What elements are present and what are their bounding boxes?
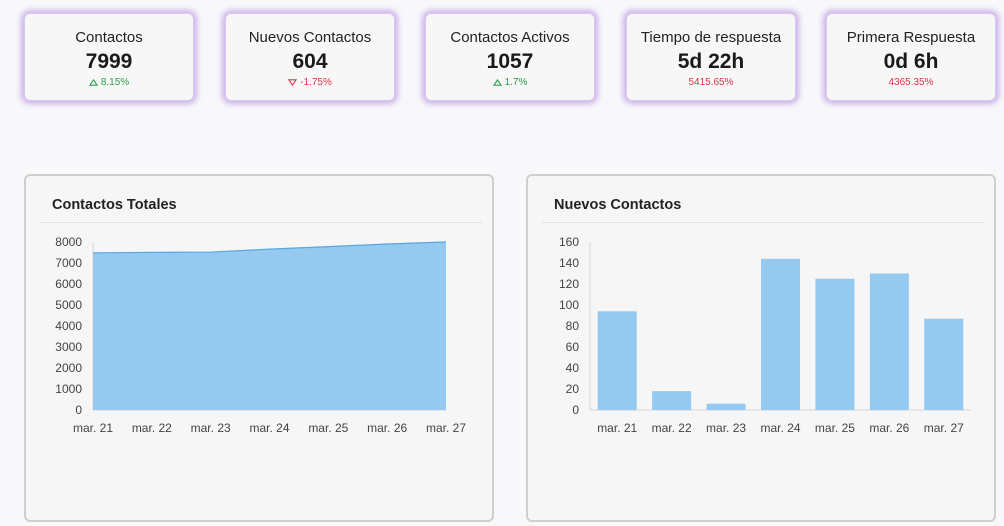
x-tick-label: mar. 25 — [815, 421, 855, 435]
kpi-value: 7999 — [85, 50, 133, 73]
y-tick-label: 5000 — [55, 298, 82, 312]
y-tick-label: 8000 — [55, 235, 82, 249]
total-contacts-panel: Contactos Totales 0 1000 2000 3000 4000 5000 6… — [24, 174, 494, 522]
kpi-card: Tiempo de respuesta 5d 22h 5415.65% — [626, 13, 796, 101]
panel-divider — [40, 222, 482, 223]
kpi-card: Primera Respuesta 0d 6h 4365.35% — [826, 13, 996, 101]
bar — [652, 391, 692, 410]
triangle-up-icon — [88, 78, 98, 86]
triangle-up-icon — [492, 78, 502, 86]
x-tick-label: mar. 25 — [308, 421, 348, 435]
x-tick-label: mar. 24 — [760, 421, 800, 435]
y-tick-label: 4000 — [55, 319, 82, 333]
kpi-change-value: -1.75% — [300, 77, 332, 88]
area-series — [93, 242, 446, 410]
kpi-card: Contactos Activos 1057 1.7% — [425, 13, 595, 101]
kpi-card: Contactos 7999 8.15% — [24, 13, 194, 101]
y-tick-label: 3000 — [55, 340, 82, 354]
y-tick-label: 20 — [566, 382, 580, 396]
kpi-title: Primera Respuesta — [846, 29, 976, 46]
x-tick-label: mar. 23 — [706, 421, 746, 435]
panel-divider — [542, 222, 984, 223]
x-tick-label: mar. 21 — [597, 421, 637, 435]
kpi-value: 604 — [292, 50, 328, 73]
y-tick-label: 100 — [559, 298, 579, 312]
kpi-change: 1.7% — [426, 77, 594, 88]
y-tick-label: 60 — [566, 340, 580, 354]
x-tick-label: mar. 27 — [924, 421, 964, 435]
x-tick-label: mar. 24 — [249, 421, 289, 435]
kpi-value: 0d 6h — [883, 50, 939, 73]
kpi-card: Nuevos Contactos 604 -1.75% — [225, 13, 395, 101]
kpi-change: 4365.35% — [827, 77, 995, 88]
kpi-change: 8.15% — [25, 77, 193, 88]
y-tick-label: 0 — [75, 403, 82, 417]
y-tick-label: 160 — [559, 235, 579, 249]
kpi-title: Contactos — [75, 29, 143, 46]
area-chart: 0 1000 2000 3000 4000 5000 6000 7000 8000 mar. 21… — [55, 235, 466, 435]
kpi-value: 1057 — [486, 50, 534, 73]
x-tick-label: mar. 27 — [426, 421, 466, 435]
x-tick-label: mar. 23 — [191, 421, 231, 435]
bar — [869, 273, 909, 410]
y-tick-label: 120 — [559, 277, 579, 291]
bar — [815, 278, 855, 410]
kpi-change-value: 4365.35% — [888, 77, 934, 88]
bar — [706, 403, 746, 410]
bar-chart: 0 20 40 60 80 100 120 140 160 mar. 21 mar. 22 mar. … — [559, 235, 971, 435]
y-tick-label: 140 — [559, 256, 579, 270]
kpi-change-value: 1.7% — [504, 77, 528, 88]
panel-title: Nuevos Contactos — [554, 197, 682, 213]
x-tick-label: mar. 26 — [869, 421, 909, 435]
kpi-change: -1.75% — [226, 77, 394, 88]
panel-title: Contactos Totales — [52, 197, 177, 213]
y-tick-label: 1000 — [55, 382, 82, 396]
x-tick-label: mar. 21 — [73, 421, 113, 435]
kpi-title: Nuevos Contactos — [248, 29, 372, 46]
kpi-change: 5415.65% — [627, 77, 795, 88]
x-tick-label: mar. 22 — [652, 421, 692, 435]
triangle-down-icon — [288, 79, 298, 87]
y-tick-label: 0 — [572, 403, 579, 417]
kpi-value: 5d 22h — [677, 50, 745, 73]
y-tick-label: 2000 — [55, 361, 82, 375]
bar — [597, 311, 637, 410]
x-tick-label: mar. 26 — [367, 421, 407, 435]
bar — [924, 318, 964, 410]
kpi-change-value: 5415.65% — [688, 77, 734, 88]
kpi-title: Contactos Activos — [450, 29, 570, 46]
kpi-title: Tiempo de respuesta — [640, 29, 782, 46]
new-contacts-panel: Nuevos Contactos 0 20 40 60 80 100 120 140 160 ma… — [526, 174, 996, 522]
y-tick-label: 40 — [566, 361, 580, 375]
kpi-change-value: 8.15% — [100, 77, 130, 88]
y-tick-label: 7000 — [55, 256, 82, 270]
y-tick-label: 6000 — [55, 277, 82, 291]
bar — [761, 258, 800, 410]
y-tick-label: 80 — [566, 319, 580, 333]
x-tick-label: mar. 22 — [132, 421, 172, 435]
